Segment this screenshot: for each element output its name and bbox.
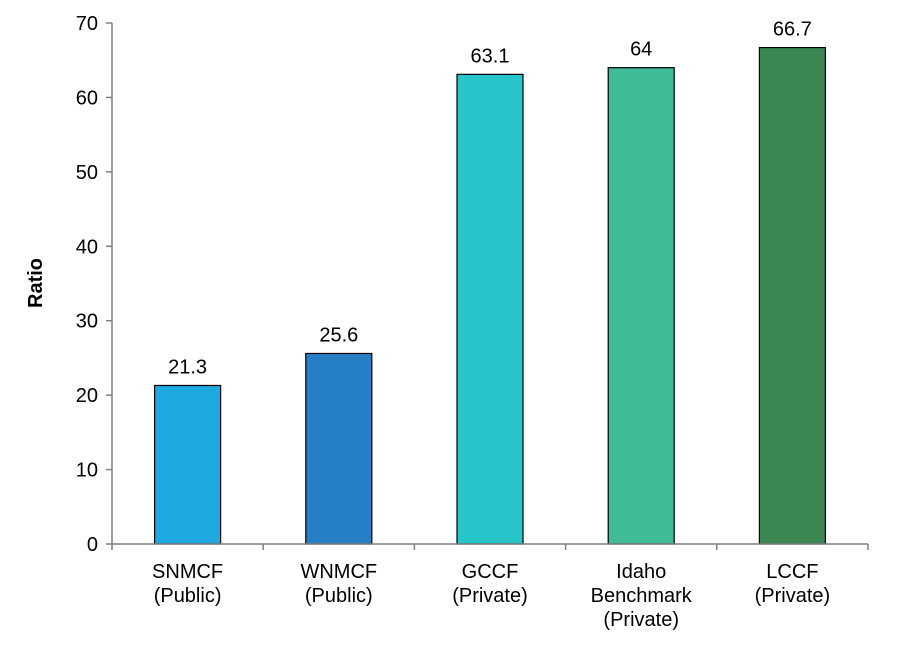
x-category-label-line: (Private) — [755, 585, 831, 607]
y-axis-ticks: 0 10 20 30 40 50 60 70 — [76, 13, 113, 556]
bars: 21.3 25.6 63.1 64 66.7 — [154, 19, 827, 545]
y-tick-label: 70 — [76, 13, 98, 35]
data-label: 66.7 — [773, 19, 812, 41]
x-category-label: WNMCF (Public) — [300, 561, 377, 607]
data-label: 21.3 — [168, 356, 207, 378]
x-category-label: SNMCF (Public) — [152, 561, 223, 607]
bar — [456, 73, 524, 545]
x-category-label-line: (Public) — [305, 585, 373, 607]
x-category-label-line: (Private) — [452, 585, 528, 607]
y-tick-label: 50 — [76, 162, 98, 184]
bar — [305, 352, 373, 545]
x-category-label-line: WNMCF — [300, 561, 377, 583]
x-category-label-line: (Public) — [154, 585, 222, 607]
y-axis-title: Ratio — [25, 258, 47, 308]
y-tick-label: 0 — [87, 534, 98, 556]
data-label: 25.6 — [319, 324, 358, 346]
y-tick-label: 30 — [76, 311, 98, 333]
x-category-label-line: LCCF — [766, 561, 818, 583]
y-tick-label: 40 — [76, 236, 98, 258]
x-category-label-line: Idaho — [616, 561, 666, 583]
data-label: 63.1 — [471, 45, 510, 67]
x-category-label-line: Benchmark — [591, 585, 693, 607]
y-tick-label: 20 — [76, 385, 98, 407]
bar — [758, 46, 827, 545]
x-axis: SNMCF (Public)WNMCF (Public)GCCF (Private)I… — [111, 543, 869, 631]
x-category-label: LCCF (Private) — [755, 561, 831, 607]
x-category-label-line: (Private) — [603, 609, 679, 631]
bar — [154, 384, 222, 545]
y-tick-label: 60 — [76, 87, 98, 109]
x-category-label: Idaho Benchmark (Private) — [591, 561, 693, 631]
data-label: 64 — [630, 39, 652, 61]
x-category-label-line: SNMCF — [152, 561, 223, 583]
bar — [607, 67, 675, 545]
y-tick-label: 10 — [76, 460, 98, 482]
x-category-label-line: GCCF — [462, 561, 519, 583]
x-category-label: GCCF (Private) — [452, 561, 528, 607]
